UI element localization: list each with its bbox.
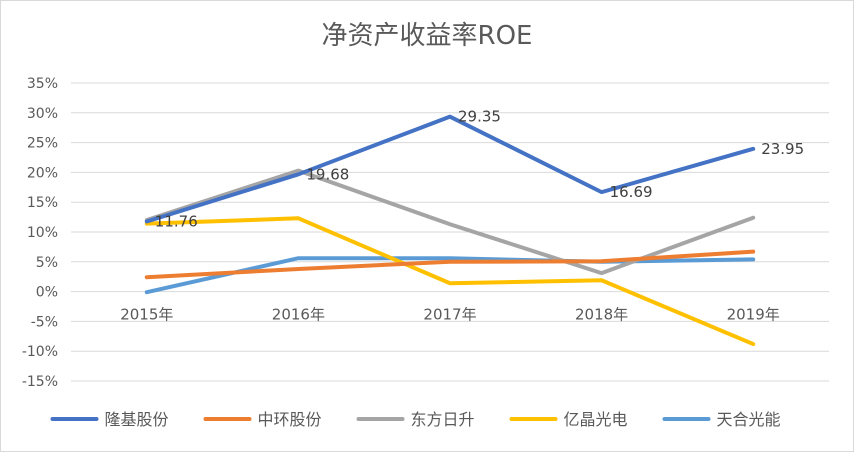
x-tick-label: 2017年 — [423, 306, 476, 324]
chart-title: 净资产收益率ROE — [322, 21, 533, 51]
x-tick-label: 2016年 — [272, 306, 325, 324]
y-tick-label: -15% — [22, 374, 58, 390]
legend-label: 中环股份 — [258, 410, 322, 429]
legend-label: 隆基股份 — [105, 410, 169, 429]
y-tick-label: 15% — [27, 195, 58, 211]
y-tick-label: -10% — [22, 344, 58, 360]
legend-label: 东方日升 — [411, 410, 475, 429]
y-tick-label: 0% — [36, 285, 58, 301]
series-line-5 — [144, 256, 756, 295]
series-line-2 — [144, 249, 756, 280]
legend-label: 天合光能 — [717, 410, 781, 429]
y-tick-label: 30% — [27, 106, 58, 122]
gridlines — [71, 82, 829, 382]
y-tick-label: 20% — [27, 165, 58, 181]
data-label: 19.68 — [306, 165, 349, 183]
y-tick-label: 35% — [27, 76, 58, 92]
data-label: 29.35 — [458, 108, 501, 126]
series-line-4 — [144, 216, 756, 347]
y-tick-label: 25% — [27, 136, 58, 152]
data-label: 11.76 — [155, 213, 198, 231]
series-line-3 — [144, 168, 756, 276]
y-tick-label: 5% — [36, 255, 58, 271]
x-axis-ticks: 2015年 2016年 2017年 2018年 2019年 — [120, 306, 780, 324]
x-tick-label: 2019年 — [727, 306, 780, 324]
x-tick-label: 2015年 — [120, 306, 173, 324]
data-label: 23.95 — [761, 140, 804, 158]
data-labels: 11.76 19.68 29.35 16.69 23.95 — [155, 108, 804, 231]
legend: 隆基股份 中环股份 东方日升 亿晶光电 天合光能 — [50, 410, 781, 429]
y-tick-label: -5% — [31, 314, 58, 330]
y-tick-label: 10% — [27, 225, 58, 241]
series-lines — [144, 114, 756, 347]
x-tick-label: 2018年 — [575, 306, 628, 324]
legend-label: 亿晶光电 — [564, 410, 628, 429]
data-label: 16.69 — [610, 183, 653, 201]
y-axis-ticks: 35% 30% 25% 20% 15% 10% 5% 0% -5% -10% -15% — [22, 76, 58, 390]
series-line-1 — [144, 114, 756, 224]
